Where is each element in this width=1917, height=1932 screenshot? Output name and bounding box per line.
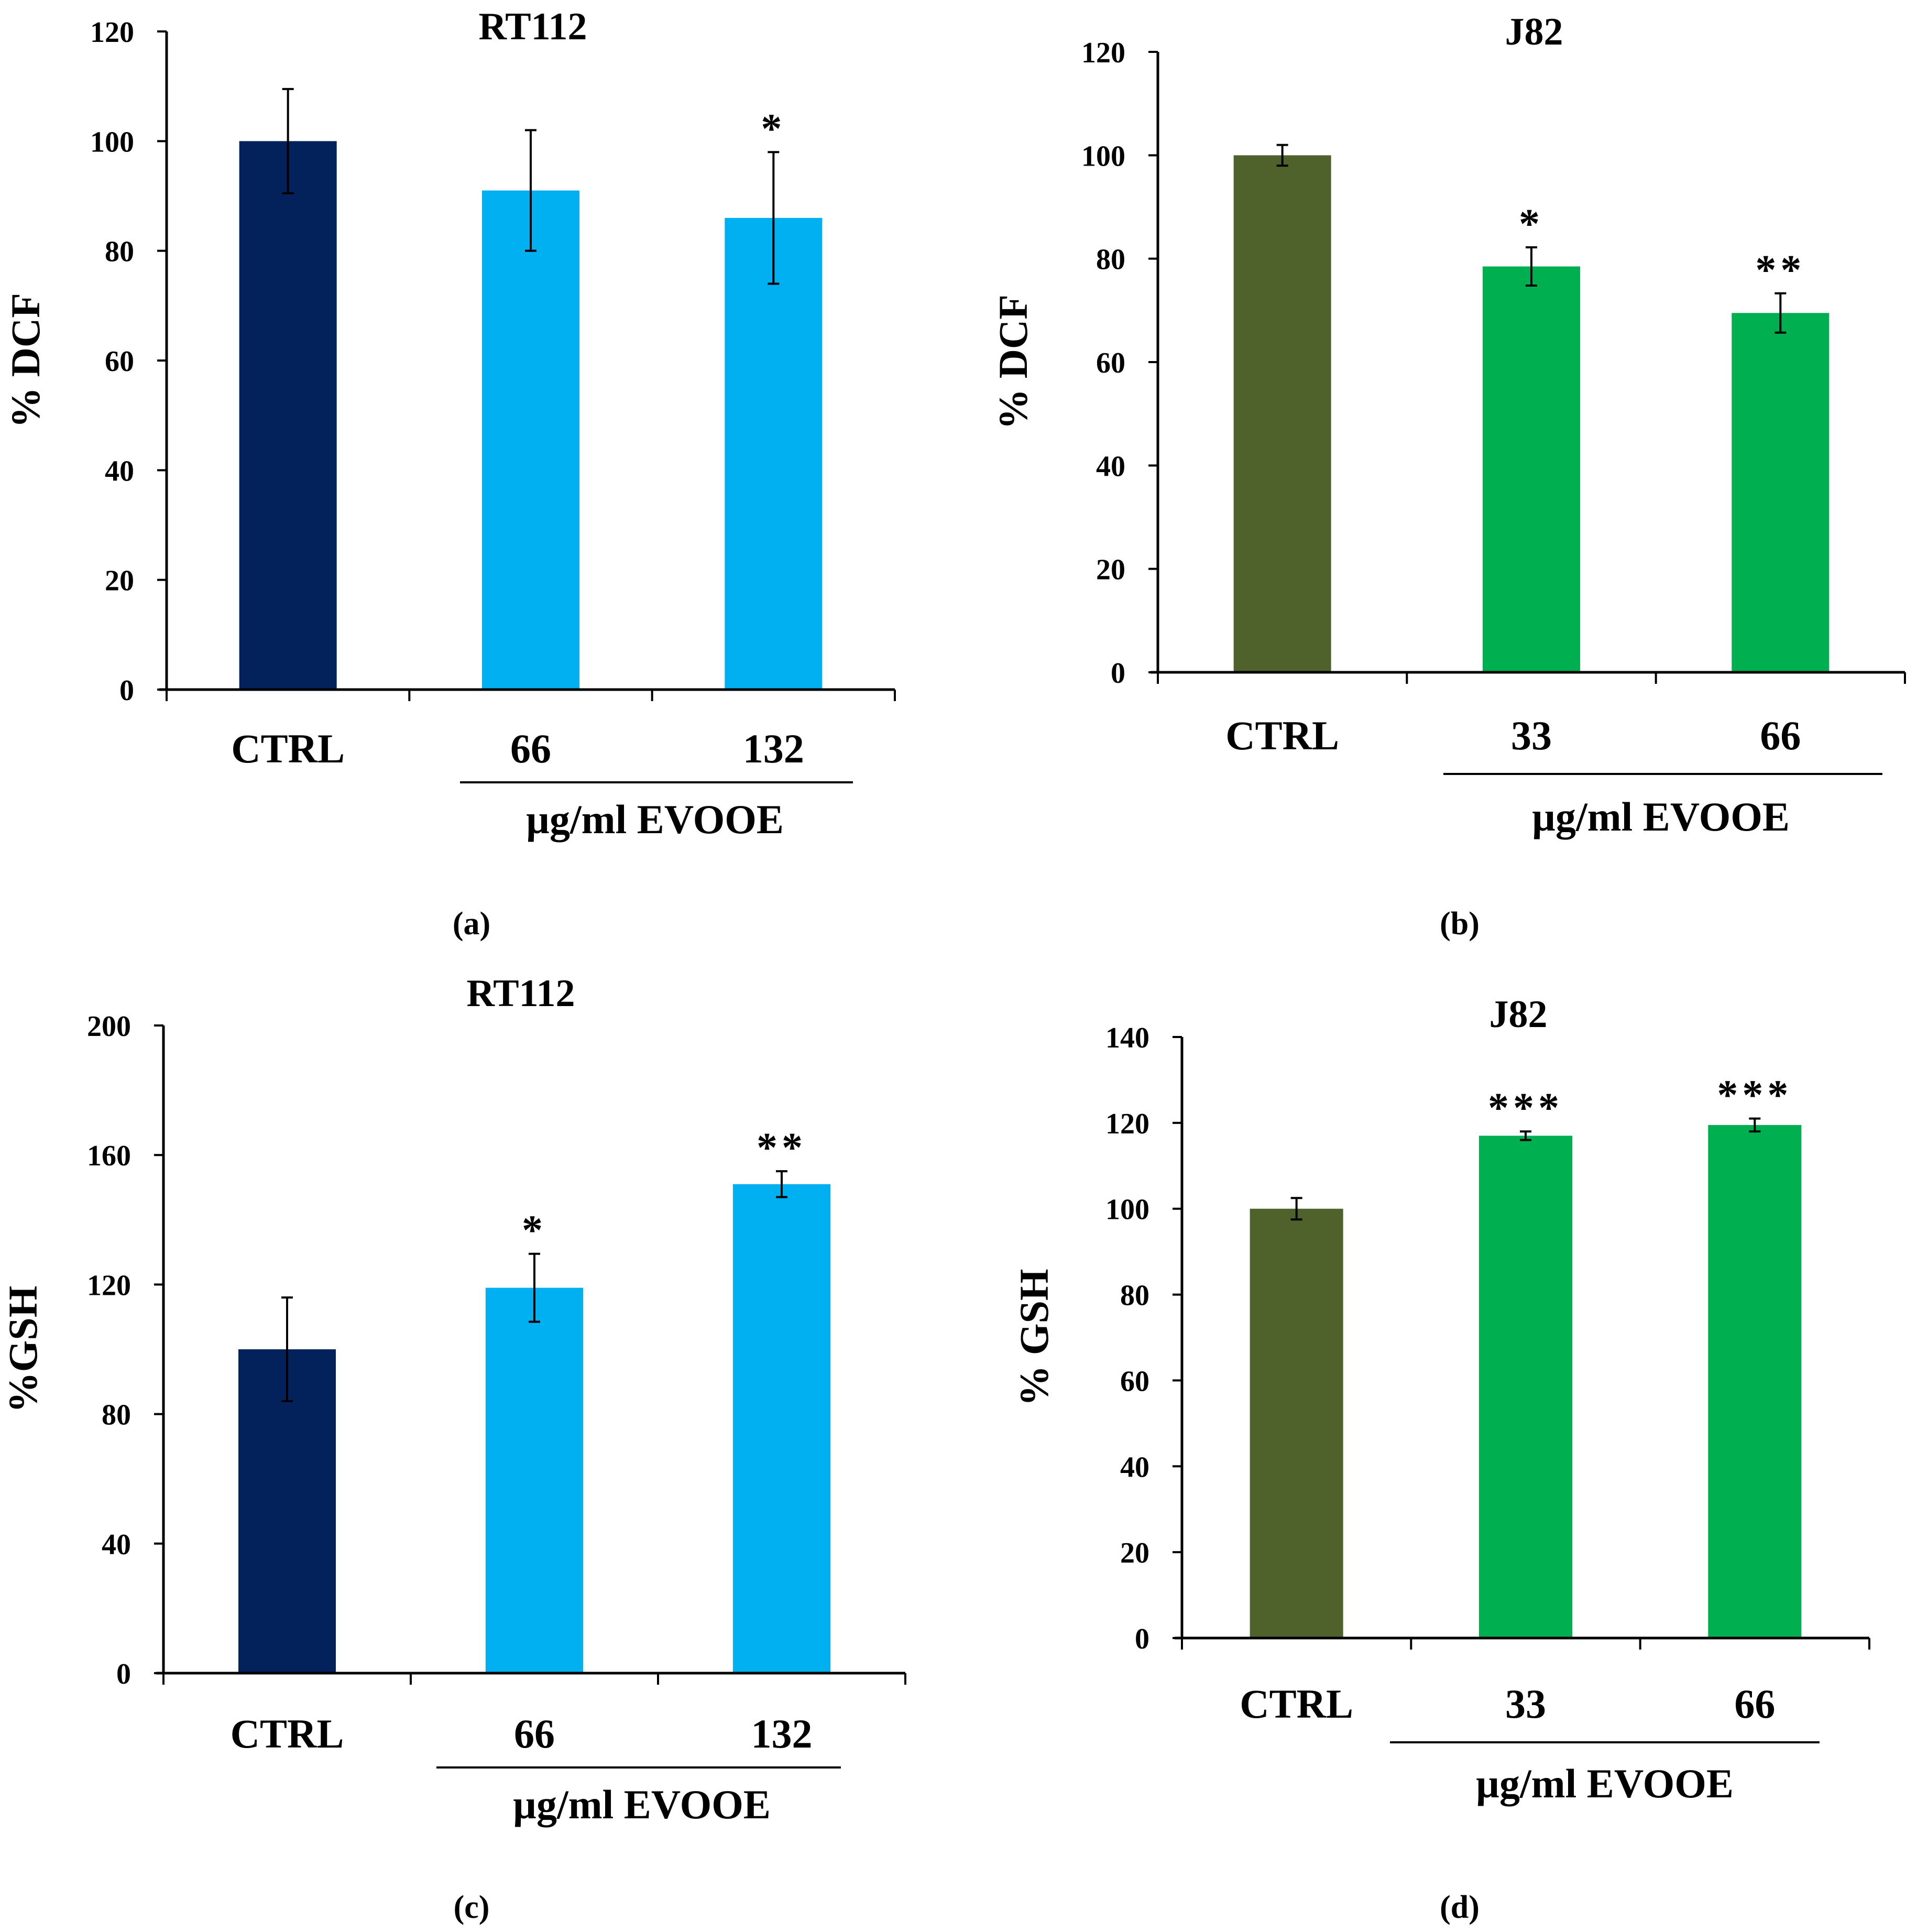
group-label: µg/ml EVOOE — [526, 796, 784, 842]
y-tick-label: 80 — [1096, 244, 1125, 276]
bar-33 — [1483, 266, 1580, 672]
y-tick-label: 80 — [102, 1399, 131, 1432]
panel-label: (b) — [1440, 906, 1480, 942]
significance-label: ** — [1755, 247, 1805, 293]
x-category-label: 66 — [1734, 1681, 1775, 1727]
bar-66 — [482, 190, 579, 690]
x-category-label: CTRL — [1225, 713, 1339, 758]
error-bar — [768, 151, 780, 285]
panel-label: (d) — [1440, 1890, 1480, 1925]
x-category-label: 132 — [743, 726, 804, 771]
y-tick-label: 120 — [90, 16, 134, 49]
x-category-label: 66 — [514, 1711, 555, 1756]
y-tick-label: 0 — [1135, 1623, 1149, 1655]
significance-label: * — [1519, 201, 1544, 247]
error-bar — [525, 129, 536, 252]
error-bar — [1774, 292, 1787, 334]
x-category-label: 66 — [510, 726, 551, 771]
y-tick-label: 200 — [87, 1010, 131, 1043]
y-tick-label: 140 — [1105, 1022, 1149, 1054]
x-category-label: 33 — [1505, 1681, 1546, 1727]
chart-d: J82 % GSH *** *** 0 20 40 60 80 100 120 140 CTRL 33 66… — [1011, 993, 1870, 1925]
y-tick-label: 0 — [116, 1658, 131, 1690]
y-axis-title: % DCF — [990, 294, 1036, 430]
y-tick-label: 120 — [1105, 1108, 1149, 1140]
group-label: µg/ml EVOOE — [1476, 1761, 1734, 1806]
x-category-label: CTRL — [231, 726, 345, 771]
significance-label: *** — [1488, 1085, 1563, 1131]
chart-title: RT112 — [478, 5, 587, 48]
group-label: µg/ml EVOOE — [513, 1782, 771, 1827]
y-tick-label: 80 — [105, 236, 134, 268]
error-bar — [776, 1170, 787, 1198]
significance-label: ** — [757, 1125, 807, 1171]
y-tick-label: 20 — [1120, 1537, 1149, 1569]
significance-label: * — [761, 106, 786, 152]
y-tick-label: 40 — [105, 455, 134, 487]
y-tick-label: 100 — [90, 126, 134, 158]
y-tick-label: 40 — [102, 1529, 131, 1561]
y-axis-title: % GSH — [1011, 1269, 1057, 1406]
bar-CTRL — [1250, 1208, 1343, 1638]
error-bar — [1276, 144, 1288, 167]
panel-label: (a) — [453, 906, 490, 942]
chart-a: RT112 % DCF * 0 20 40 60 80 100 120 CTRL 66 132 µg/ml… — [3, 5, 896, 942]
error-bar — [1749, 1117, 1761, 1133]
y-tick-label: 0 — [1111, 657, 1125, 690]
chart-title: J82 — [1505, 10, 1563, 53]
y-tick-label: 160 — [87, 1140, 131, 1172]
y-tick-label: 40 — [1120, 1451, 1149, 1483]
error-bar — [1290, 1197, 1302, 1221]
y-tick-label: 20 — [105, 565, 134, 597]
error-bar — [1526, 246, 1537, 287]
x-category-label: 132 — [751, 1711, 813, 1756]
y-tick-label: 100 — [1081, 140, 1125, 172]
y-tick-label: 100 — [1105, 1194, 1149, 1226]
error-bar — [282, 88, 294, 194]
chart-title: RT112 — [466, 972, 575, 1015]
x-category-label: CTRL — [1240, 1681, 1353, 1727]
significance-label: *** — [1717, 1073, 1792, 1119]
y-tick-label: 60 — [1096, 347, 1125, 379]
error-bar — [1520, 1130, 1531, 1141]
error-bar — [529, 1252, 540, 1323]
y-tick-label: 120 — [1081, 37, 1125, 69]
error-bar — [281, 1296, 293, 1402]
bar-132 — [733, 1184, 830, 1673]
y-tick-label: 80 — [1120, 1280, 1149, 1312]
bar-66 — [1708, 1125, 1802, 1638]
y-axis-title: % DCF — [3, 293, 48, 428]
bar-CTRL — [1233, 155, 1331, 672]
x-category-label: 33 — [1511, 713, 1552, 758]
bar-132 — [725, 217, 823, 690]
y-axis-title: %GSH — [0, 1286, 46, 1413]
y-tick-label: 60 — [1120, 1365, 1149, 1398]
y-tick-label: 60 — [105, 345, 134, 378]
chart-title: J82 — [1489, 993, 1548, 1036]
y-tick-label: 20 — [1096, 554, 1125, 586]
bar-CTRL — [239, 141, 337, 690]
x-category-label: 66 — [1760, 713, 1801, 758]
bar-66 — [486, 1287, 583, 1673]
x-category-label: CTRL — [231, 1711, 344, 1756]
panel-label: (c) — [454, 1890, 490, 1925]
bar-33 — [1479, 1136, 1572, 1638]
y-tick-label: 40 — [1096, 450, 1125, 483]
significance-label: * — [522, 1208, 547, 1254]
bar-CTRL — [238, 1349, 336, 1673]
bar-66 — [1732, 313, 1830, 672]
group-label: µg/ml EVOOE — [1532, 794, 1790, 839]
y-tick-label: 120 — [87, 1269, 131, 1302]
y-tick-label: 0 — [119, 674, 134, 707]
